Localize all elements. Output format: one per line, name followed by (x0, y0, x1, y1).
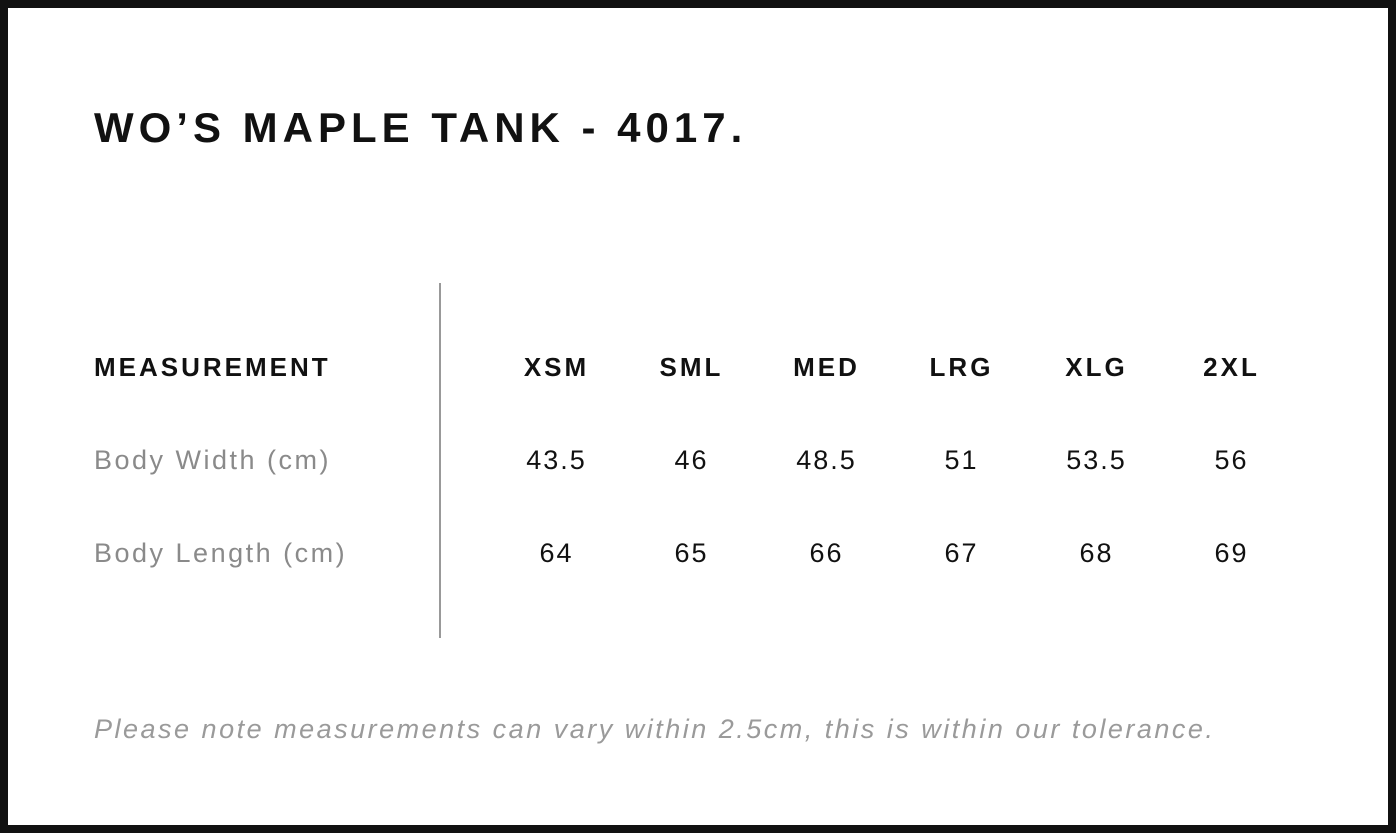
measurement-label-column: MEASUREMENT Body Width (cm) Body Length … (94, 283, 441, 638)
tolerance-note: Please note measurements can vary within… (94, 714, 1216, 744)
body-length-lrg: 67 (944, 538, 979, 568)
column-header-sml: SML (659, 352, 724, 382)
table-row: Body Width (cm) (94, 414, 439, 507)
body-length-sml: 65 (674, 538, 709, 568)
body-width-xlg: 53.5 (1066, 445, 1127, 475)
column-header-xlg: XLG (1065, 352, 1128, 382)
size-values-grid: XSM SML MED LRG XLG 2XL 43.5 46 48.5 51 … (441, 283, 1299, 638)
body-width-sml: 46 (674, 445, 709, 475)
body-length-med: 66 (809, 538, 844, 568)
body-width-xsm: 43.5 (526, 445, 587, 475)
column-header-measurement: MEASUREMENT (94, 352, 331, 382)
body-width-2xl: 56 (1214, 445, 1249, 475)
size-chart-table: MEASUREMENT Body Width (cm) Body Length … (94, 283, 1299, 638)
product-title: WO’S MAPLE TANK - 4017. (94, 104, 748, 151)
row-label-body-width: Body Width (cm) (94, 445, 332, 475)
column-header-xsm: XSM (523, 352, 590, 382)
column-header-lrg: LRG (929, 352, 994, 382)
body-length-xsm: 64 (539, 538, 574, 568)
column-header-med: MED (793, 352, 860, 382)
column-header-2xl: 2XL (1203, 352, 1260, 382)
body-length-xlg: 68 (1079, 538, 1114, 568)
body-length-2xl: 69 (1214, 538, 1249, 568)
body-width-med: 48.5 (796, 445, 857, 475)
row-label-body-length: Body Length (cm) (94, 538, 348, 568)
table-row: Body Length (cm) (94, 507, 439, 600)
body-width-lrg: 51 (944, 445, 979, 475)
